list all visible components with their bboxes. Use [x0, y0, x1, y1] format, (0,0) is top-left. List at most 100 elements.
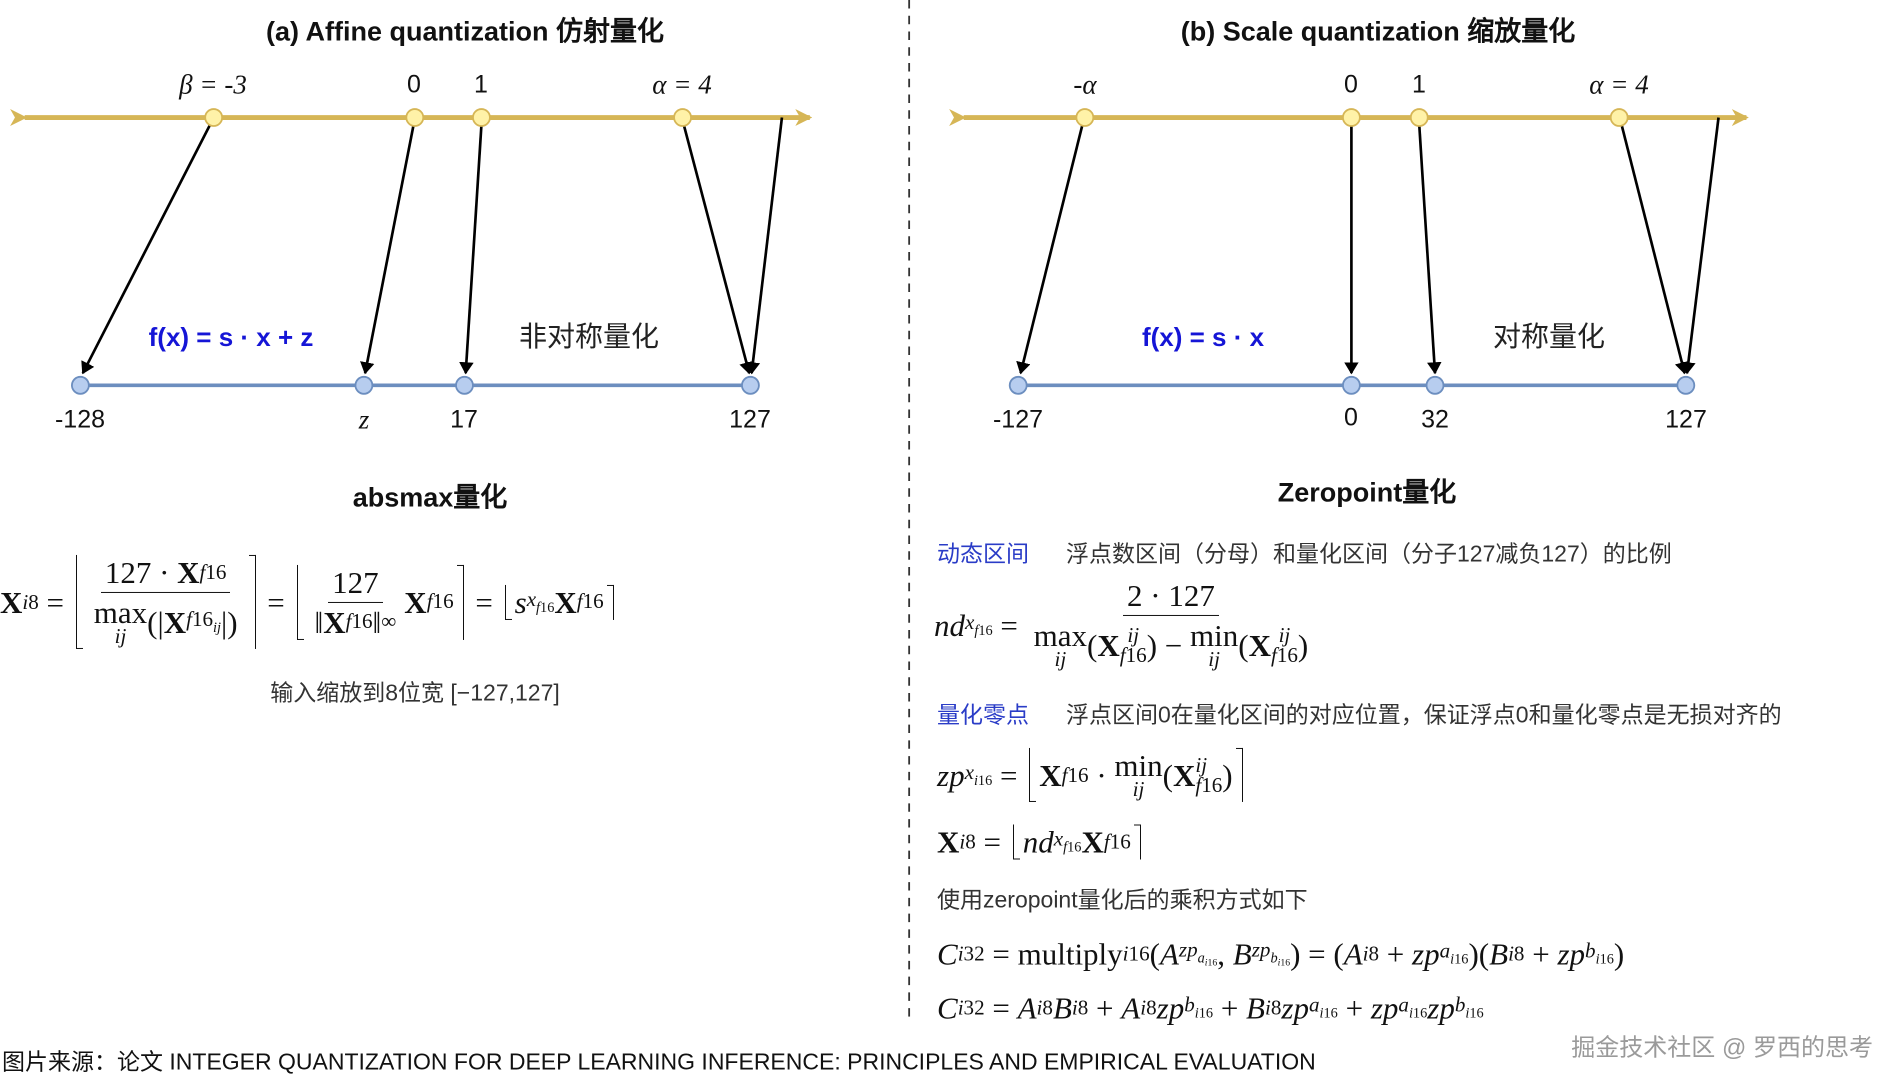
math-token: f — [426, 589, 433, 614]
math-token: bi16 — [1455, 994, 1484, 1021]
math-token: f — [186, 606, 192, 631]
panel-a-title: (a) Affine quantization 仿射量化 — [266, 16, 664, 47]
math-token: f — [1061, 762, 1068, 787]
math-token: f16 — [1195, 774, 1222, 795]
math-token: zp — [1178, 937, 1198, 962]
math-token: zp — [1412, 936, 1440, 972]
math-token: f — [1103, 829, 1110, 854]
float-label: -α — [1073, 69, 1097, 100]
math-token: 8 — [28, 589, 39, 614]
int-label: 127 — [729, 405, 771, 434]
math-token: f16 — [974, 624, 992, 638]
math-token: zp — [1281, 990, 1309, 1026]
math-token: x — [1053, 826, 1064, 851]
math-token: f16 — [427, 591, 454, 612]
math-token: i — [1319, 1005, 1324, 1022]
math-token: 16 — [205, 559, 227, 584]
math-token: zp — [937, 757, 965, 793]
math-token: 16 — [1280, 957, 1291, 969]
math-token: ij — [213, 621, 221, 635]
math-token: ij — [1054, 646, 1067, 671]
math-token: a — [1398, 992, 1409, 1017]
math-token: i8 — [1363, 943, 1379, 964]
math-token: f — [199, 559, 206, 584]
math-token: i — [959, 829, 966, 854]
math-token: bi16 — [1270, 951, 1290, 969]
math-token: f16 — [1063, 841, 1081, 855]
math-token: ) − — [1146, 627, 1190, 663]
math-token: ij — [1120, 624, 1147, 645]
math-token: i16 — [1409, 1007, 1427, 1021]
math-token: i — [1140, 995, 1147, 1020]
math-token: zp — [1427, 990, 1455, 1026]
math-token: 16 — [1128, 941, 1150, 966]
watermark: 掘金技术社区 @ 罗西的思考 — [1571, 1034, 1873, 1062]
math-token: = multiply — [984, 936, 1123, 972]
math-token: ij — [114, 623, 127, 648]
math-token: = — [984, 990, 1018, 1026]
math-token: 16 — [540, 599, 555, 616]
math-token: ij f16 — [1120, 624, 1147, 665]
math-token: 16 — [977, 772, 993, 789]
math-token: ai16 — [1398, 992, 1427, 1021]
math-token: ‖ — [314, 604, 324, 640]
math-token: = — [38, 584, 72, 620]
symmetric-label: 对称量化 — [1492, 321, 1606, 352]
math-token: i — [1450, 951, 1455, 968]
math-token: zp — [1370, 990, 1399, 1026]
math-token: X — [177, 554, 200, 590]
math-token: ( — [1162, 757, 1173, 793]
math-token: min — [1114, 747, 1163, 783]
math-token: x — [526, 586, 537, 611]
math-token: ∞ — [381, 611, 396, 632]
math-token: 16 — [1276, 642, 1298, 667]
math-token: i8 — [959, 831, 975, 852]
math-token: f16 — [346, 611, 373, 632]
math-token: min — [1114, 750, 1162, 781]
math-token: + — [1379, 936, 1413, 972]
math-token: f16 — [1062, 764, 1089, 785]
product-note: 使用zeropoint量化后的乘积方式如下 — [937, 886, 1308, 913]
math-token: 16 — [1412, 1005, 1428, 1022]
math-token: B — [1246, 990, 1265, 1026]
math-token: 127 — [332, 564, 379, 600]
math-token: 16 — [582, 589, 604, 614]
math-token: 16 — [351, 609, 373, 634]
math-token: = — [467, 584, 501, 620]
math-token: a — [1308, 992, 1320, 1017]
zeropoint-title: Zeropoint量化 — [1277, 477, 1457, 508]
math-token: ij — [1133, 778, 1145, 800]
math-token: b — [1270, 950, 1278, 967]
math-token: max — [93, 594, 148, 630]
math-token: i — [1277, 957, 1281, 969]
float-points-b — [1075, 108, 1629, 127]
math-token: + — [1213, 990, 1247, 1026]
float-label: α = 4 — [1589, 69, 1649, 100]
math-token: X — [0, 584, 23, 620]
math-token: x — [965, 609, 975, 634]
math-token: C — [937, 990, 958, 1026]
math-token: i8 — [1037, 997, 1053, 1018]
math-token: f — [536, 599, 541, 616]
math-token: min — [1190, 617, 1239, 653]
math-token: i16 — [974, 774, 992, 788]
math-token: ‖ — [372, 604, 382, 640]
math-token: ij — [1195, 752, 1222, 777]
math-token: i — [973, 772, 978, 789]
math-token: f16 — [1104, 831, 1131, 852]
math-token: i8 — [1072, 997, 1088, 1018]
math-token: s — [514, 584, 527, 620]
math-token: max — [1033, 617, 1088, 653]
math-token: = — [975, 824, 1009, 860]
math-token: ij — [1195, 752, 1208, 777]
math-token: i8 — [22, 591, 38, 612]
